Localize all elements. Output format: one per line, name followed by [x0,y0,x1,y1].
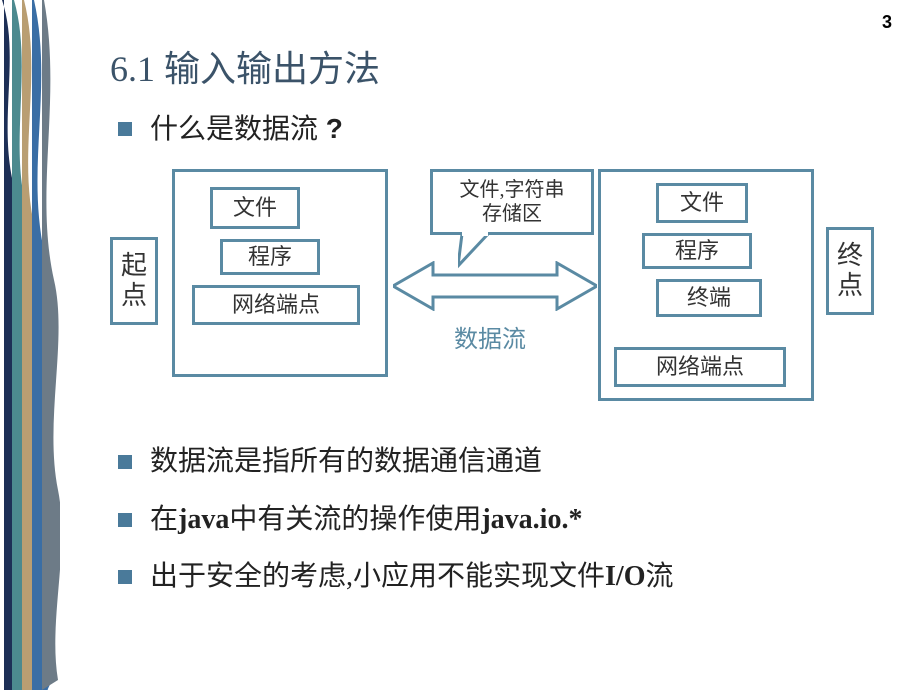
left-network-box: 网络端点 [192,285,360,325]
bullet-definition: 数据流是指所有的数据通信通道 [110,443,890,481]
left-program-label: 程序 [248,244,292,269]
slide-content: 6.1 输入输出方法 什么是数据流 ? 起点 文件 程序 网络端点 文件,字符串… [110,40,890,616]
bullet-text: 什么是数据流 [150,114,318,145]
box-end: 终点 [826,227,874,315]
bullet-text: 在 [150,504,178,535]
start-label: 起点 [121,251,147,311]
box-start: 起点 [110,237,158,325]
stream-diagram: 起点 文件 程序 网络端点 文件,字符串 存储区 数据流 文件 程序 终端 网络… [110,169,880,419]
right-program-box: 程序 [642,233,752,269]
right-program-label: 程序 [675,238,719,263]
section-title: 6.1 输入输出方法 [110,40,890,92]
stream-label: 数据流 [454,319,526,354]
right-terminal-box: 终端 [656,279,762,317]
bullet-text: 中有关流的操作使用 [229,504,481,535]
callout-line2: 存储区 [482,203,542,225]
right-network-box: 网络端点 [614,347,786,387]
java-word: java [178,504,229,535]
right-file-box: 文件 [656,183,748,223]
right-file-label: 文件 [680,190,724,215]
left-network-label: 网络端点 [232,292,320,317]
callout-bubble: 文件,字符串 存储区 [430,169,594,235]
left-file-box: 文件 [210,187,300,229]
page-number: 3 [882,12,892,33]
io-word: I/O [605,561,645,592]
java-io-package: java.io.* [481,504,582,535]
question-mark: ? [318,113,343,144]
bullet-text: 流 [645,561,673,592]
left-program-box: 程序 [220,239,320,275]
left-ribbon [0,0,60,690]
bullet-text: 数据流是指所有的数据通信通道 [150,446,542,477]
bullet-list-lower: 数据流是指所有的数据通信通道 在java中有关流的操作使用java.io.* 出… [110,443,890,596]
callout-line1: 文件,字符串 [460,179,565,201]
right-terminal-label: 终端 [687,285,731,310]
bullet-list: 什么是数据流 ? [110,110,890,149]
bullet-text: 出于安全的考虑,小应用不能实现文件 [150,561,605,592]
bullet-what-is-stream: 什么是数据流 ? [110,110,890,149]
bidirectional-arrow [393,261,597,311]
right-network-label: 网络端点 [656,354,744,379]
left-file-label: 文件 [233,195,277,220]
bullet-security: 出于安全的考虑,小应用不能实现文件I/O流 [110,558,890,596]
bullet-java-io: 在java中有关流的操作使用java.io.* [110,501,890,539]
end-label: 终点 [837,241,863,301]
